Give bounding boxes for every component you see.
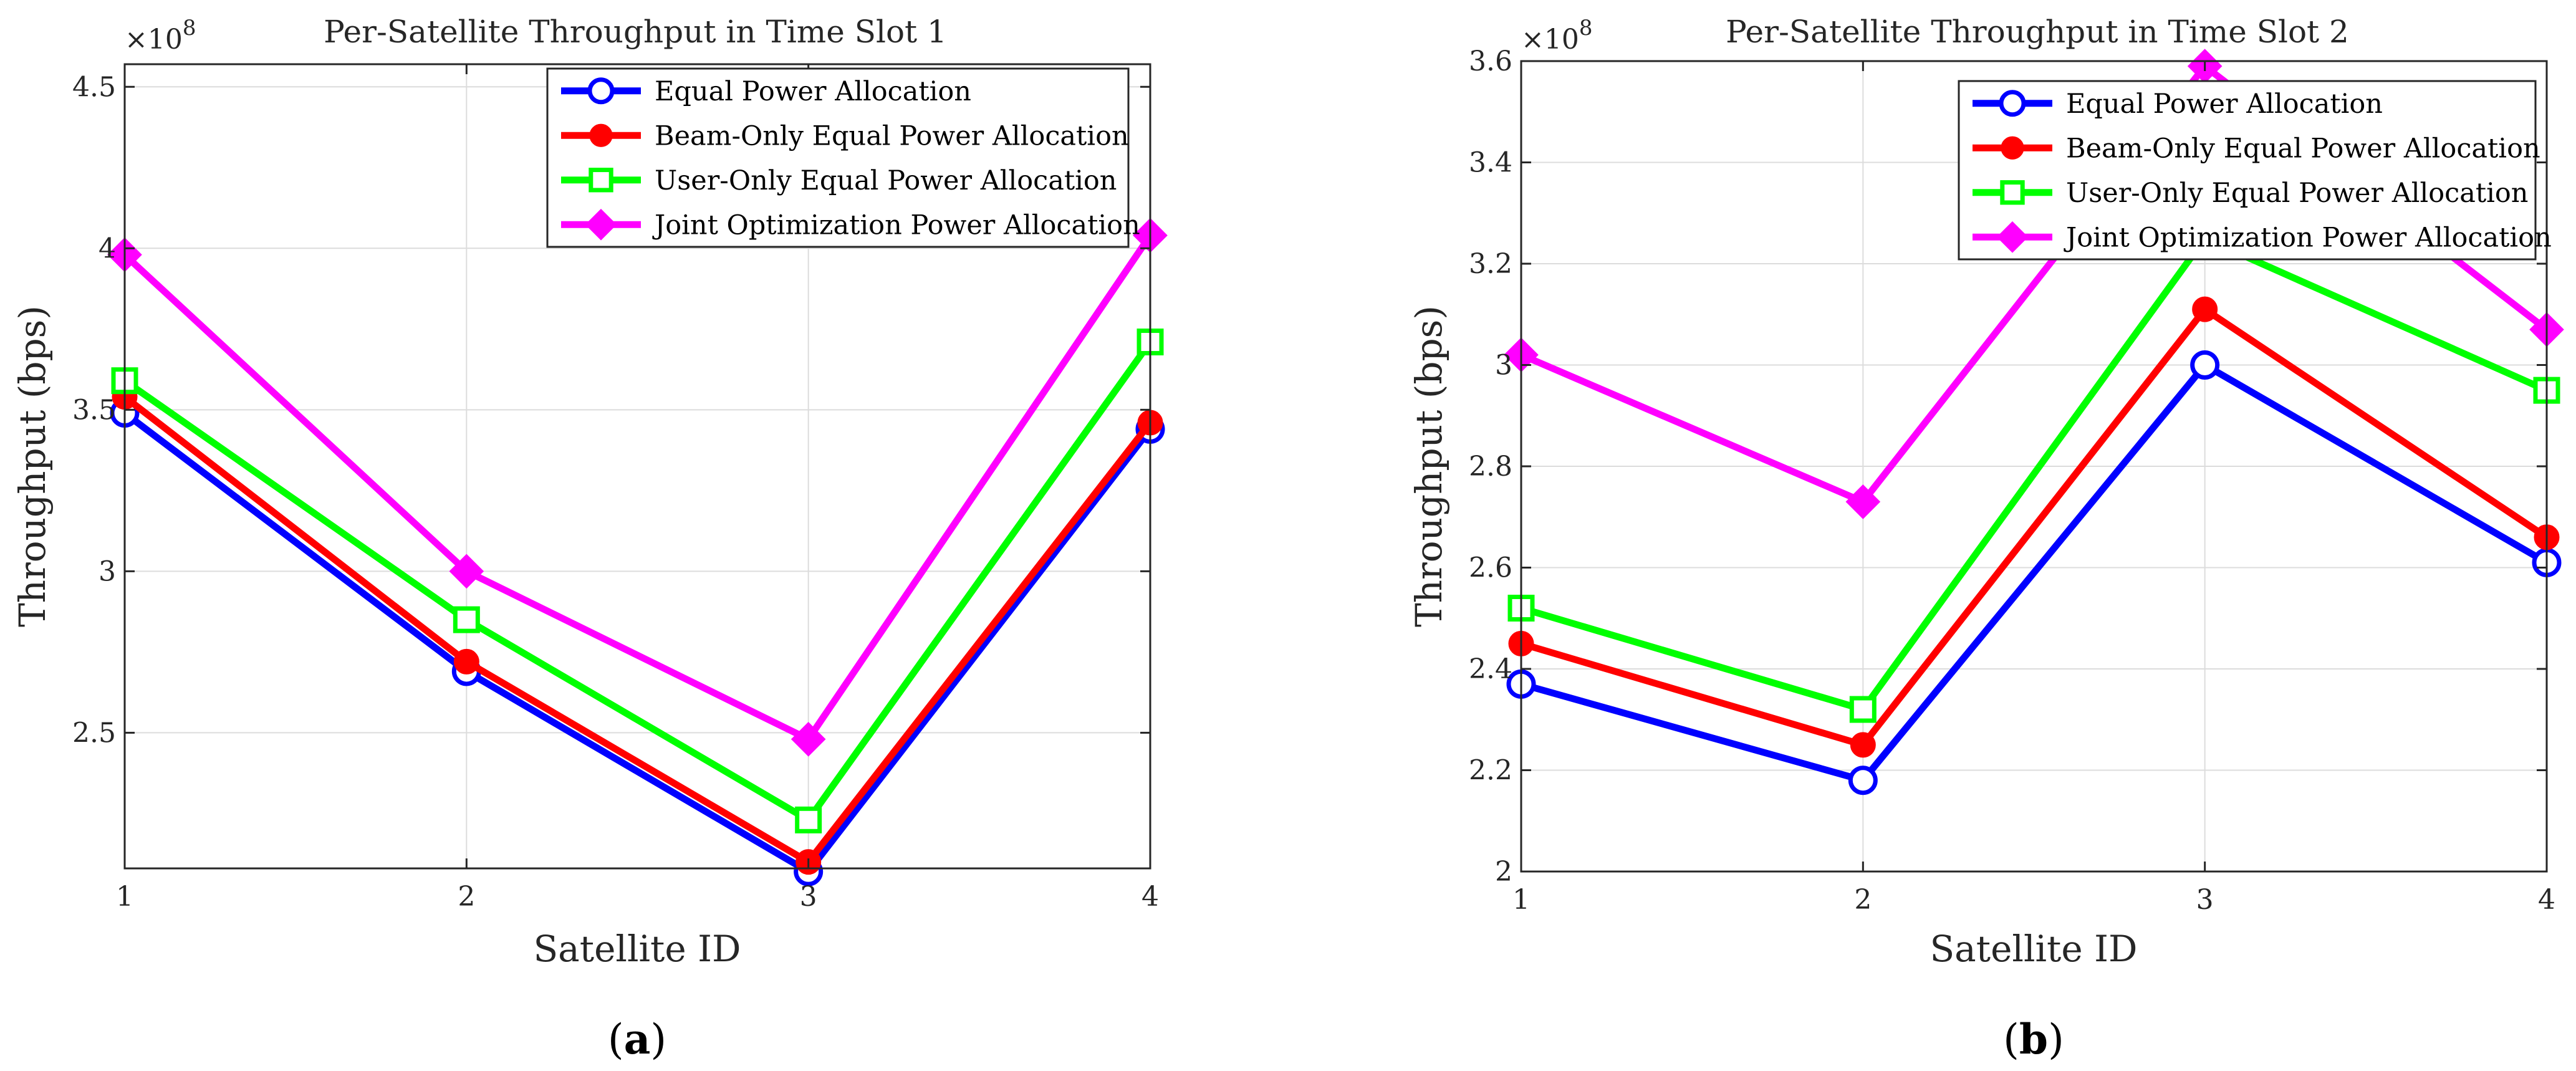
x-axis-label: Satellite ID: [533, 928, 741, 970]
y-axis-label: Throughput (bps): [11, 305, 54, 627]
data-point-beam: [2192, 296, 2218, 322]
x-tick-label: 2: [458, 881, 475, 913]
y-tick-label: 2.8: [1469, 451, 1512, 483]
legend-item-equal: Equal Power Allocation: [1973, 89, 2383, 120]
series-line-equal: [122, 410, 1153, 875]
legend-box: [546, 67, 1130, 248]
series-line-joint: [122, 233, 1153, 743]
legend-label: Joint Optimization Power Allocation: [2064, 222, 2552, 253]
series-line-beam: [1520, 305, 2549, 749]
y-tick-label: 4: [99, 233, 116, 264]
chart-panel-a: Per-Satellite Throughput in Time Slot 1 …: [11, 14, 1168, 1064]
data-point-user: [1849, 696, 1877, 723]
data-point-user: [453, 606, 480, 633]
series-line-user: [1520, 234, 2549, 713]
y-tick-label: 3.4: [1469, 147, 1512, 179]
x-tick-label: 4: [1141, 881, 1159, 913]
y-tick-label: 2.5: [72, 717, 116, 749]
svg-text:×108: ×108: [1521, 16, 1593, 55]
exponent-label: ×108: [125, 16, 196, 55]
legend-marker: [1996, 221, 2029, 253]
exponent-label: ×108: [1521, 16, 1593, 55]
legend-item-equal: Equal Power Allocation: [561, 76, 971, 107]
data-point-equal: [1848, 766, 1878, 795]
legend-label: User-Only Equal Power Allocation: [655, 165, 1117, 196]
y-tick-label: 2.6: [1469, 552, 1512, 584]
chart-panel-b: Per-Satellite Throughput in Time Slot 2 …: [1408, 14, 2564, 1064]
data-point-equal: [2190, 350, 2220, 380]
legend-label: User-Only Equal Power Allocation: [2066, 178, 2529, 209]
exponent-power: 8: [183, 16, 196, 41]
y-tick-label: 2.2: [1469, 755, 1512, 787]
x-tick-label: 1: [1512, 884, 1530, 916]
legend-label: Joint Optimization Power Allocation: [652, 209, 1140, 241]
axis-ticks: 1 2 3 4 2.5 3 3.5 4 4.5: [72, 64, 1159, 913]
legend-marker: [587, 77, 615, 105]
legend-label: Equal Power Allocation: [655, 76, 971, 107]
legend-item-joint: Joint Optimization Power Allocation: [1973, 221, 2552, 253]
series-line-beam: [122, 394, 1153, 866]
chart-title: Per-Satellite Throughput in Time Slot 2: [1726, 14, 2349, 50]
legend-item-user: User-Only Equal Power Allocation: [561, 165, 1117, 196]
data-point-joint: [1845, 484, 1881, 519]
legend-marker: [589, 168, 613, 193]
x-tick-label: 1: [116, 881, 133, 913]
data-point-beam: [453, 648, 479, 675]
series-beam: [1508, 296, 2560, 758]
legend-item-beam: Beam-Only Equal Power Allocation: [1973, 133, 2540, 164]
legend-label: Beam-Only Equal Power Allocation: [2066, 133, 2540, 164]
legend-marker: [585, 208, 617, 241]
x-tick-label: 2: [1854, 884, 1872, 916]
y-tick-label: 3: [1495, 350, 1512, 382]
data-point-beam: [1850, 732, 1876, 758]
y-tick-label: 3.2: [1469, 248, 1512, 280]
axis-ticks: 1 2 3 422.22.42.62.833.23.43.6: [1469, 46, 2555, 916]
legend-box: [1958, 80, 2537, 261]
y-tick-label: 2.4: [1469, 653, 1512, 685]
data-point-joint: [791, 721, 826, 757]
series-joint: [107, 218, 1168, 757]
svg-text:×108: ×108: [125, 16, 196, 55]
legend-label: Beam-Only Equal Power Allocation: [655, 120, 1129, 151]
legend-marker: [2001, 136, 2024, 160]
series-line-equal: [1520, 362, 2549, 784]
x-tick-label: 3: [2196, 884, 2214, 916]
legend-item-beam: Beam-Only Equal Power Allocation: [561, 120, 1129, 151]
y-tick-label: 4.5: [72, 71, 116, 103]
legend-item-user: User-Only Equal Power Allocation: [1973, 178, 2529, 209]
x-tick-label: 3: [800, 881, 817, 913]
data-point-user: [795, 806, 822, 833]
plot-frame: [123, 63, 1151, 870]
legend-label: Equal Power Allocation: [2066, 89, 2383, 120]
legend-marker: [1999, 90, 2026, 117]
legend-marker: [2000, 180, 2025, 205]
legend: Equal Power Allocation Beam-Only Equal Po…: [1958, 80, 2552, 261]
y-tick-label: 3.6: [1469, 46, 1512, 77]
legend: Equal Power Allocation Beam-Only Equal Po…: [546, 67, 1140, 248]
chart-title: Per-Satellite Throughput in Time Slot 1: [324, 14, 947, 50]
exponent-base: ×10: [125, 24, 183, 55]
exponent-base: ×10: [1521, 24, 1579, 55]
series-line-user: [122, 340, 1153, 824]
data-point-joint: [449, 554, 484, 589]
legend-item-joint: Joint Optimization Power Allocation: [561, 208, 1140, 241]
y-tick-label: 2: [1495, 856, 1512, 888]
y-axis-label: Throughput (bps): [1408, 305, 1450, 627]
y-tick-label: 3.5: [72, 394, 116, 426]
caption-a: (a): [608, 1015, 666, 1064]
legend-marker: [589, 123, 613, 147]
x-axis-label: Satellite ID: [1930, 928, 2137, 970]
caption-b: (b): [2003, 1015, 2064, 1064]
exponent-power: 8: [1579, 16, 1593, 41]
x-tick-label: 4: [2538, 884, 2555, 916]
y-tick-label: 3: [99, 555, 116, 587]
